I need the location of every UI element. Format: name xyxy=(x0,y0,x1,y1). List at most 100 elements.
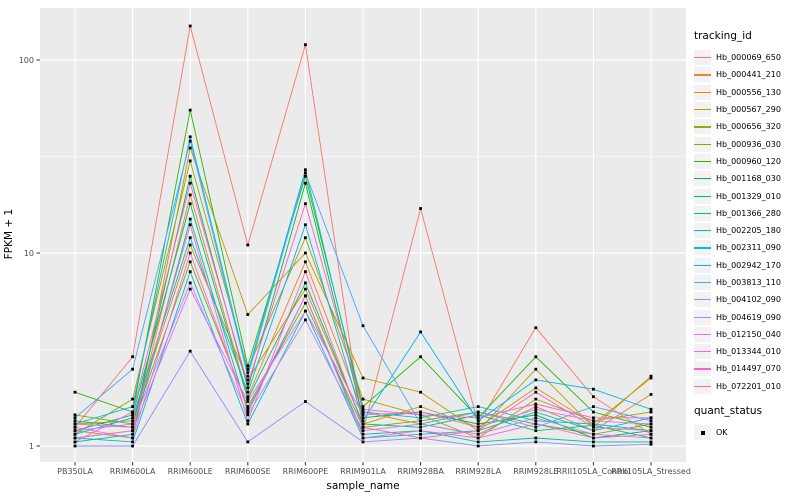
data-point xyxy=(188,135,192,139)
data-point xyxy=(246,395,250,399)
data-point xyxy=(361,376,365,380)
legend-entry-Hb_001366_280: Hb_001366_280 xyxy=(694,205,800,222)
quant-status-legend: quant_status OK xyxy=(694,405,800,441)
data-point xyxy=(73,390,77,394)
legend-entry-Hb_001329_010: Hb_001329_010 xyxy=(694,187,800,204)
data-point xyxy=(304,270,307,274)
legend-entry-Hb_072201_010: Hb_072201_010 xyxy=(694,378,800,395)
data-point xyxy=(649,416,653,420)
data-point xyxy=(361,425,365,429)
data-point xyxy=(246,419,250,423)
legend-key-swatch xyxy=(694,275,711,290)
data-point xyxy=(246,382,250,386)
data-point xyxy=(304,294,307,298)
legend-entry-label: Hb_012150_040 xyxy=(716,329,781,339)
legend-entry-Hb_004619_090: Hb_004619_090 xyxy=(694,308,800,325)
legend-color-line xyxy=(694,143,711,145)
y-axis-title: FPKM + 1 xyxy=(3,208,15,260)
legend-entry-label: Hb_000936_030 xyxy=(716,139,781,149)
data-point xyxy=(476,419,480,423)
data-point xyxy=(304,281,307,285)
legend-color-line xyxy=(694,212,711,214)
data-point xyxy=(592,425,595,429)
data-point xyxy=(246,378,250,382)
legend-color-line xyxy=(694,126,711,128)
data-point xyxy=(361,429,365,433)
legend-color-line xyxy=(694,74,711,76)
data-point xyxy=(419,432,422,436)
data-point xyxy=(304,287,307,291)
data-point xyxy=(476,436,480,440)
data-point xyxy=(73,432,77,436)
data-point xyxy=(534,419,538,423)
data-point xyxy=(534,355,538,359)
legend-color-line xyxy=(694,333,711,336)
x-tick-label: RRIM600LE xyxy=(168,467,213,476)
legend-entry-label: Hb_000069_650 xyxy=(716,53,781,63)
data-point xyxy=(131,440,134,444)
legend-entry-label: Hb_013344_010 xyxy=(716,347,781,357)
legend-key-swatch xyxy=(694,326,711,342)
legend-entry-Hb_014497_070: Hb_014497_070 xyxy=(694,360,800,377)
data-point xyxy=(361,432,365,436)
data-point xyxy=(361,407,365,411)
x-tick-label: RRII105LA_Stressed xyxy=(611,467,691,476)
y-tick-label: 1 xyxy=(29,442,34,451)
data-point xyxy=(73,440,77,444)
data-point xyxy=(131,405,134,409)
data-point xyxy=(592,436,595,440)
legend-color-line xyxy=(694,160,711,163)
data-point xyxy=(188,270,192,274)
legend-entry-Hb_000441_210: Hb_000441_210 xyxy=(694,66,800,83)
legend-key-swatch xyxy=(694,223,711,239)
data-point xyxy=(304,260,307,264)
data-point xyxy=(476,410,480,414)
quant-status-point-icon xyxy=(700,430,705,435)
x-tick-label: RRIM928BA xyxy=(397,467,444,476)
data-point xyxy=(188,251,192,255)
data-point xyxy=(73,419,77,423)
data-point xyxy=(188,260,192,264)
legend-entry-label: Hb_003813_110 xyxy=(716,278,781,287)
data-point xyxy=(649,407,653,411)
legend-key-swatch xyxy=(694,153,711,169)
quant-status-key xyxy=(694,425,711,441)
legend-entry-label: Hb_072201_010 xyxy=(716,381,781,391)
legend-title-quant-status: quant_status xyxy=(694,404,763,417)
data-point xyxy=(534,440,538,444)
data-point xyxy=(476,425,480,429)
legend-key-swatch xyxy=(694,344,711,360)
data-point xyxy=(592,395,595,399)
data-point xyxy=(419,207,422,210)
data-point xyxy=(188,243,192,247)
data-point xyxy=(534,413,538,417)
data-point xyxy=(361,413,365,417)
data-point xyxy=(476,432,480,436)
x-tick-label: RRIM600PE xyxy=(283,467,329,476)
legend-entry-Hb_003813_110: Hb_003813_110 xyxy=(694,274,800,291)
data-point xyxy=(188,193,192,197)
data-point xyxy=(131,355,134,359)
data-point xyxy=(304,301,307,305)
data-point xyxy=(246,397,250,401)
data-point xyxy=(534,422,538,426)
legend-entry-Hb_004102_090: Hb_004102_090 xyxy=(694,291,800,308)
legend-key-swatch xyxy=(694,171,711,187)
legend-entry-label: Hb_014497_070 xyxy=(716,364,781,374)
data-point xyxy=(246,422,250,426)
legend-color-line xyxy=(694,264,711,266)
data-point xyxy=(476,413,480,417)
data-point xyxy=(476,422,480,426)
data-point xyxy=(246,364,250,368)
data-point xyxy=(419,390,422,394)
legend-color-line xyxy=(694,57,711,59)
data-point xyxy=(419,330,422,334)
data-point xyxy=(361,324,365,328)
data-point xyxy=(131,367,134,371)
data-point xyxy=(592,419,595,423)
data-point xyxy=(476,429,480,433)
data-point xyxy=(246,440,250,444)
legend-color-line xyxy=(694,351,711,353)
data-point xyxy=(534,416,538,420)
